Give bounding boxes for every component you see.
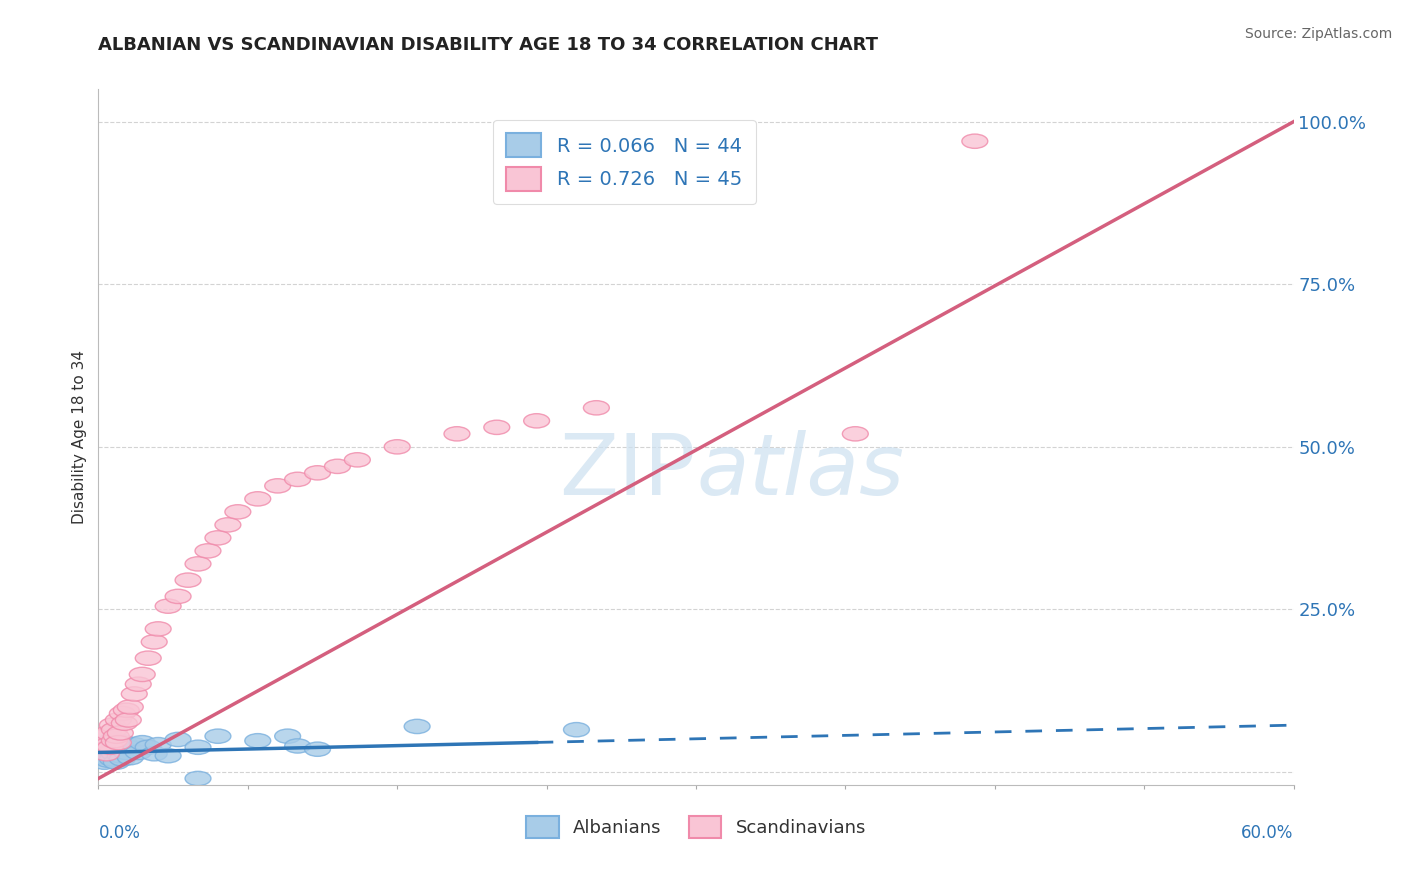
Ellipse shape: [129, 736, 155, 750]
Ellipse shape: [107, 748, 134, 763]
Ellipse shape: [110, 752, 135, 766]
Ellipse shape: [100, 718, 125, 732]
Ellipse shape: [264, 479, 291, 493]
Ellipse shape: [274, 729, 301, 743]
Ellipse shape: [101, 747, 128, 761]
Ellipse shape: [96, 746, 121, 760]
Ellipse shape: [176, 573, 201, 587]
Ellipse shape: [155, 599, 181, 614]
Ellipse shape: [111, 716, 138, 731]
Ellipse shape: [284, 739, 311, 753]
Ellipse shape: [484, 420, 510, 434]
Ellipse shape: [195, 544, 221, 558]
Ellipse shape: [107, 726, 134, 740]
Ellipse shape: [96, 753, 121, 767]
Ellipse shape: [105, 713, 131, 727]
Ellipse shape: [523, 414, 550, 428]
Ellipse shape: [444, 426, 470, 441]
Ellipse shape: [93, 747, 120, 761]
Ellipse shape: [962, 134, 988, 148]
Ellipse shape: [141, 747, 167, 761]
Ellipse shape: [245, 491, 271, 506]
Ellipse shape: [384, 440, 411, 454]
Ellipse shape: [110, 740, 135, 755]
Ellipse shape: [90, 747, 115, 761]
Ellipse shape: [96, 738, 121, 752]
Ellipse shape: [325, 459, 350, 474]
Ellipse shape: [100, 752, 125, 766]
Ellipse shape: [305, 742, 330, 756]
Legend: Albanians, Scandinavians: Albanians, Scandinavians: [519, 809, 873, 846]
Ellipse shape: [155, 748, 181, 763]
Ellipse shape: [90, 739, 115, 753]
Ellipse shape: [104, 755, 129, 770]
Ellipse shape: [583, 401, 609, 415]
Ellipse shape: [842, 426, 869, 441]
Ellipse shape: [97, 739, 124, 753]
Ellipse shape: [91, 729, 117, 743]
Ellipse shape: [105, 742, 131, 756]
Ellipse shape: [105, 733, 131, 747]
Y-axis label: Disability Age 18 to 34: Disability Age 18 to 34: [72, 350, 87, 524]
Ellipse shape: [121, 738, 148, 752]
Ellipse shape: [145, 622, 172, 636]
Ellipse shape: [225, 505, 250, 519]
Ellipse shape: [117, 700, 143, 714]
Ellipse shape: [114, 703, 139, 717]
Ellipse shape: [93, 750, 120, 764]
Ellipse shape: [91, 755, 117, 770]
Ellipse shape: [97, 748, 124, 763]
Ellipse shape: [96, 736, 121, 750]
Ellipse shape: [91, 738, 117, 752]
Ellipse shape: [104, 738, 129, 752]
Ellipse shape: [141, 635, 167, 649]
Ellipse shape: [186, 557, 211, 571]
Ellipse shape: [305, 466, 330, 480]
Text: 60.0%: 60.0%: [1241, 824, 1294, 842]
Ellipse shape: [121, 687, 148, 701]
Ellipse shape: [165, 732, 191, 747]
Ellipse shape: [117, 750, 143, 764]
Ellipse shape: [165, 590, 191, 604]
Ellipse shape: [115, 740, 141, 755]
Ellipse shape: [125, 677, 152, 691]
Ellipse shape: [97, 740, 124, 755]
Ellipse shape: [205, 729, 231, 743]
Ellipse shape: [129, 667, 155, 681]
Ellipse shape: [135, 740, 162, 755]
Ellipse shape: [284, 472, 311, 486]
Ellipse shape: [96, 726, 121, 740]
Ellipse shape: [205, 531, 231, 545]
Ellipse shape: [100, 732, 125, 747]
Ellipse shape: [114, 746, 139, 760]
Ellipse shape: [105, 736, 131, 750]
Ellipse shape: [100, 744, 125, 758]
Ellipse shape: [564, 723, 589, 737]
Ellipse shape: [101, 733, 128, 747]
Ellipse shape: [110, 706, 135, 721]
Ellipse shape: [404, 719, 430, 733]
Ellipse shape: [245, 733, 271, 747]
Text: atlas: atlas: [696, 430, 904, 514]
Ellipse shape: [101, 723, 128, 737]
Ellipse shape: [186, 740, 211, 755]
Text: ZIP: ZIP: [560, 430, 696, 514]
Ellipse shape: [93, 740, 120, 755]
Text: Source: ZipAtlas.com: Source: ZipAtlas.com: [1244, 27, 1392, 41]
Ellipse shape: [87, 742, 114, 756]
Ellipse shape: [145, 738, 172, 752]
Ellipse shape: [135, 651, 162, 665]
Ellipse shape: [344, 452, 370, 467]
Ellipse shape: [186, 772, 211, 786]
Ellipse shape: [104, 729, 129, 743]
Text: ALBANIAN VS SCANDINAVIAN DISABILITY AGE 18 TO 34 CORRELATION CHART: ALBANIAN VS SCANDINAVIAN DISABILITY AGE …: [98, 36, 879, 54]
Ellipse shape: [215, 517, 240, 532]
Ellipse shape: [115, 713, 141, 727]
Ellipse shape: [101, 740, 128, 755]
Ellipse shape: [111, 736, 138, 750]
Ellipse shape: [125, 746, 152, 760]
Text: 0.0%: 0.0%: [98, 824, 141, 842]
